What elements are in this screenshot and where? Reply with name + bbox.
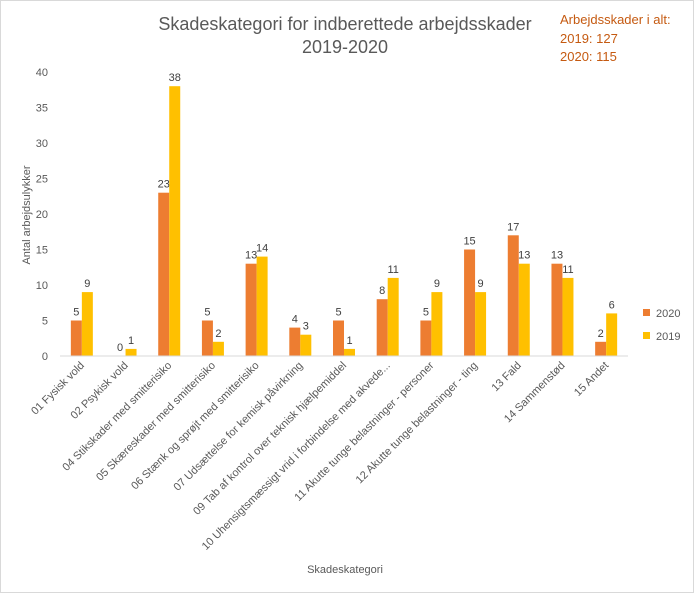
bar-2020 — [333, 320, 344, 356]
data-label-2020: 13 — [551, 250, 563, 262]
data-label-2019: 9 — [84, 278, 90, 290]
bar-2019 — [256, 256, 268, 356]
bar-2019 — [344, 348, 355, 356]
y-tick-label: 35 — [36, 103, 48, 115]
bar-2019 — [387, 277, 399, 356]
legend-swatch-2019 — [643, 332, 650, 339]
bar-2019 — [431, 292, 443, 356]
data-label-2019: 11 — [562, 264, 573, 276]
bar-2020 — [420, 320, 432, 356]
y-tick-label: 20 — [36, 209, 48, 221]
total-annotation-2019: 2019: 127 — [560, 31, 618, 46]
data-label-2020: 4 — [292, 314, 298, 326]
data-label-2019: 1 — [128, 335, 134, 347]
legend-label-2019: 2019 — [656, 331, 680, 343]
bar-2019 — [169, 86, 181, 356]
data-label-2020: 5 — [73, 307, 79, 319]
bar-2020 — [464, 249, 476, 356]
data-label-2019: 13 — [518, 250, 530, 262]
bar-2020 — [289, 327, 301, 356]
data-label-2020: 2 — [598, 328, 604, 340]
x-tick-label: 09 Tab af kontrol over teknisk hjælpemid… — [191, 360, 349, 518]
bar-2019 — [562, 277, 574, 356]
bar-2019 — [81, 292, 93, 356]
y-tick-label: 10 — [36, 280, 48, 292]
y-tick-label: 0 — [42, 351, 48, 363]
bar-2020 — [201, 320, 213, 356]
y-tick-label: 15 — [36, 245, 48, 257]
bar-2020 — [70, 320, 82, 356]
data-label-2019: 14 — [256, 243, 268, 255]
data-label-2020: 17 — [507, 221, 519, 233]
bar-2019 — [475, 292, 487, 356]
x-tick-label: 15 Andet — [572, 360, 611, 399]
data-label-2019: 9 — [478, 278, 484, 290]
data-label-2019: 38 — [169, 72, 181, 84]
bar-2019 — [125, 348, 137, 356]
chart-title-line-2: 2019-2020 — [302, 37, 388, 57]
legend: 2020 2019 — [643, 308, 680, 343]
data-label-2020: 5 — [335, 307, 341, 319]
x-tick-label: 13 Fald — [489, 360, 523, 394]
bar-2019 — [212, 341, 224, 356]
bar-2020 — [595, 341, 607, 356]
data-label-2020: 15 — [463, 236, 475, 248]
bar-2020 — [376, 299, 388, 356]
data-label-2020: 23 — [158, 179, 170, 191]
data-label-2019: 11 — [387, 264, 398, 276]
y-tick-label: 25 — [36, 174, 48, 186]
chart-title-line-1: Skadeskategori for indberettede arbejdss… — [158, 14, 531, 34]
data-label-2020: 5 — [423, 307, 429, 319]
total-annotation-2020: 2020: 115 — [560, 49, 617, 64]
bar-2020 — [245, 263, 257, 356]
data-label-2020: 5 — [204, 307, 210, 319]
y-tick-label: 5 — [42, 316, 48, 328]
data-label-2020: 8 — [379, 285, 385, 297]
data-label-2020: 13 — [245, 250, 257, 262]
y-tick-label: 30 — [36, 138, 48, 150]
bar-2020 — [551, 263, 563, 356]
bar-2019 — [300, 334, 312, 356]
data-label-2019: 1 — [346, 335, 352, 347]
data-label-2019: 6 — [609, 299, 615, 311]
y-axis-ticks: 0 5 10 15 20 25 30 35 40 — [36, 67, 48, 363]
y-tick-label: 40 — [36, 67, 48, 79]
legend-swatch-2020 — [643, 309, 650, 316]
y-axis-title: Antal arbejdsulykker — [21, 165, 33, 264]
bar-2020 — [158, 192, 170, 356]
data-label-2019: 3 — [303, 321, 309, 333]
data-label-2020: 0 — [117, 342, 123, 354]
bar-2020 — [507, 235, 519, 356]
x-axis-title: Skadeskategori — [307, 564, 383, 576]
bar-2019 — [518, 263, 530, 356]
data-label-2019: 2 — [215, 328, 221, 340]
data-label-2019: 9 — [434, 278, 440, 290]
bar-2019 — [606, 313, 618, 356]
legend-label-2020: 2020 — [656, 308, 680, 320]
total-annotation-heading: Arbejdsskader i alt: — [560, 12, 671, 27]
